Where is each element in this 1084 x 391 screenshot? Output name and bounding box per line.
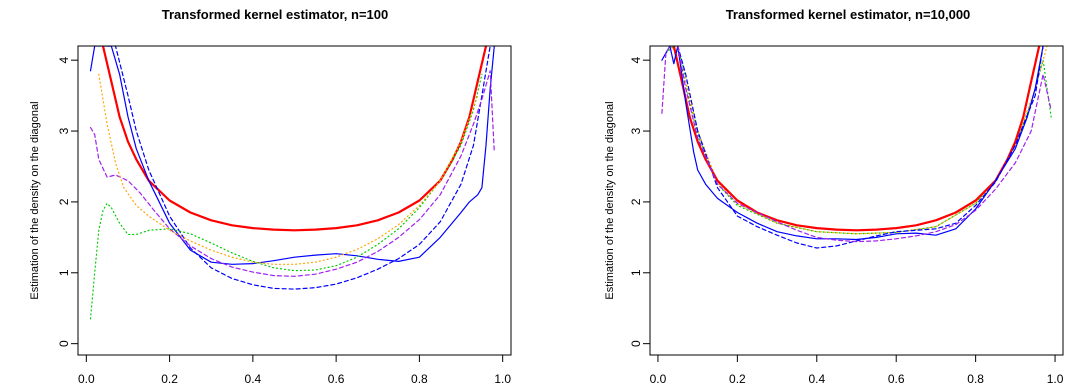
series-line-3 <box>106 46 491 290</box>
plot-frame <box>77 45 512 356</box>
series-group <box>89 46 495 320</box>
y-tick-label: 2 <box>57 198 71 205</box>
chart-panel-2: Transformed kernel estimator, n=10,000 Es… <box>604 7 1064 386</box>
series-line-2 <box>89 46 495 265</box>
y-tick-label: 3 <box>629 127 643 134</box>
x-tick-label: 0.4 <box>808 372 825 386</box>
y-tick-label: 1 <box>629 269 643 276</box>
x-tick-label: 0.2 <box>729 372 746 386</box>
x-tick-label: 0.8 <box>967 372 984 386</box>
x-tick-label: 0.0 <box>650 372 667 386</box>
chart-title: Transformed kernel estimator, n=10,000 <box>726 7 971 22</box>
series-line-4 <box>661 46 1044 241</box>
y-tick-label: 3 <box>57 127 71 134</box>
y-tick-label: 0 <box>629 340 643 347</box>
series-line-5 <box>677 46 1044 249</box>
y-tick-label: 2 <box>629 198 643 205</box>
x-tick-label: 0.6 <box>888 372 905 386</box>
plot-frame <box>649 45 1064 356</box>
chart-panel-1: Transformed kernel estimator, n=100 Estim… <box>29 7 512 386</box>
series-line-3 <box>672 46 1041 232</box>
series-line-5 <box>89 73 483 320</box>
x-tick-label: 0.0 <box>78 372 95 386</box>
series-group <box>661 46 1052 249</box>
series-line-6 <box>98 73 479 265</box>
x-tick-label: 0.2 <box>161 372 178 386</box>
series-line-4 <box>89 70 495 277</box>
x-tick-label: 0.8 <box>411 372 428 386</box>
y-tick-label: 4 <box>629 57 643 64</box>
series-line-1 <box>101 46 488 232</box>
y-tick-label: 4 <box>57 57 71 64</box>
y-tick-label: 0 <box>57 340 71 347</box>
y-axis-label: Estimation of the density on the diagona… <box>604 101 616 299</box>
x-tick-label: 1.0 <box>1047 372 1064 386</box>
y-tick-label: 1 <box>57 269 71 276</box>
series-line-1 <box>665 46 1052 235</box>
x-tick-label: 0.4 <box>245 372 262 386</box>
y-axis-label: Estimation of the density on the diagona… <box>29 101 41 299</box>
series-line-2 <box>669 46 1048 235</box>
x-tick-label: 1.0 <box>494 372 511 386</box>
chart-title: Transformed kernel estimator, n=100 <box>162 7 389 22</box>
series-line-6 <box>661 46 1052 243</box>
x-tick-label: 0.6 <box>328 372 345 386</box>
